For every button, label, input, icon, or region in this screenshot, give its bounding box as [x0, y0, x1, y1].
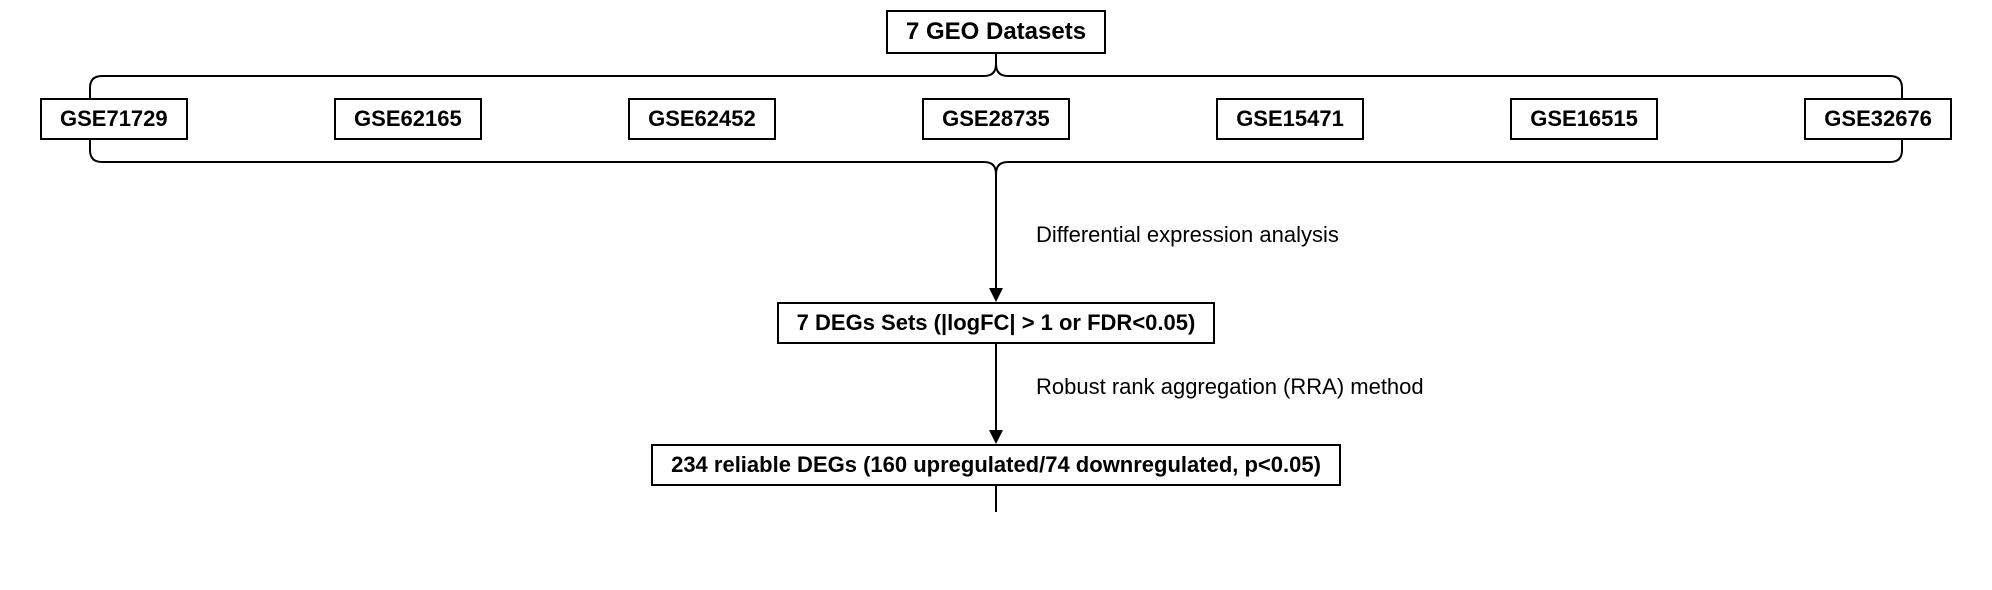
- arrow-down-icon: [986, 184, 1006, 302]
- dataset-box: GSE32676: [1804, 98, 1952, 140]
- title-row: 7 GEO Datasets: [30, 10, 1962, 54]
- datasets-row: GSE71729 GSE62165 GSE62452 GSE28735 GSE15471…: [30, 98, 1962, 140]
- dataset-box: GSE71729: [40, 98, 188, 140]
- bracket-top: [30, 54, 1962, 98]
- arrow3-container: [30, 486, 1962, 512]
- dataset-box: GSE62452: [628, 98, 776, 140]
- bracket-top-container: [30, 54, 1962, 98]
- title-box: 7 GEO Datasets: [886, 10, 1106, 54]
- dataset-box: GSE16515: [1510, 98, 1658, 140]
- edge-label-rra: Robust rank aggregation (RRA) method: [1036, 374, 1424, 400]
- reliable-degs-box: 234 reliable DEGs (160 upregulated/74 do…: [651, 444, 1341, 486]
- dataset-box: GSE28735: [922, 98, 1070, 140]
- dataset-box: GSE15471: [1216, 98, 1364, 140]
- bracket-bottom: [30, 140, 1962, 184]
- degs-row: 7 DEGs Sets (|logFC| > 1 or FDR<0.05): [30, 302, 1962, 344]
- reliable-row: 234 reliable DEGs (160 upregulated/74 do…: [30, 444, 1962, 486]
- arrow2-container: Robust rank aggregation (RRA) method: [30, 344, 1962, 444]
- line-down-stub: [986, 486, 1006, 512]
- bracket-bottom-container: [30, 140, 1962, 184]
- edge-label-diff-expr: Differential expression analysis: [1036, 222, 1339, 248]
- arrow-down-icon: [986, 344, 1006, 444]
- arrow1-container: Differential expression analysis: [30, 184, 1962, 302]
- dataset-box: GSE62165: [334, 98, 482, 140]
- degs-box: 7 DEGs Sets (|logFC| > 1 or FDR<0.05): [777, 302, 1216, 344]
